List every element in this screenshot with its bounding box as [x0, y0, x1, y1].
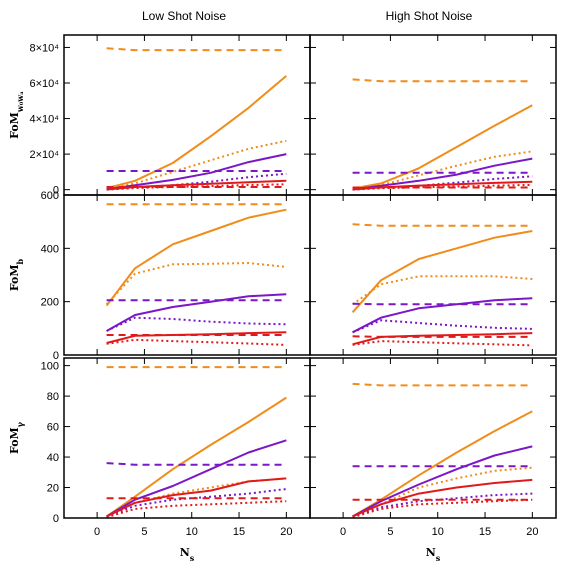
panel-r2-c1-series-5-dotted — [352, 492, 533, 518]
ylabel-subscript: γ — [15, 421, 25, 427]
panel-r0-c0-ytick-label: 8×10⁴ — [29, 42, 59, 54]
panel-r2-c0-xtick-label: 10 — [186, 526, 198, 538]
panel-r2-c0-ytick-label: 0 — [53, 513, 59, 525]
panel-r2-c1-xtick-label: 0 — [340, 526, 346, 538]
panel-r0-c0-series-7-solid — [106, 179, 287, 191]
panel-r0-c0-series-4-solid — [106, 153, 287, 191]
panel-r2-c0-xlabel: Ns — [180, 546, 195, 563]
panel-r1-c1-series-4-solid — [352, 297, 533, 334]
panel-r2-c1-xtick-label: 10 — [432, 526, 444, 538]
panel-r1-c0-series-8-dotted — [106, 338, 287, 346]
panel-r2-c1-xtick-label: 15 — [479, 526, 491, 538]
panel-r2-c0-xtick-label: 0 — [94, 526, 100, 538]
panel-r1-c0-ytick-label: 400 — [41, 243, 59, 255]
panel-r2-c0-series-7-solid — [106, 477, 287, 518]
ylabel-main: FoM — [8, 112, 21, 139]
panel-r1-c0-ytick-label: 600 — [41, 190, 59, 202]
panel-r1-c1-series-7-solid — [352, 332, 533, 346]
panel-r1-c1-series-8-dotted — [352, 340, 533, 347]
panel-r2-c1-series-0-dashed — [352, 382, 533, 387]
ylabel-row-2: FoMγ — [8, 421, 25, 454]
panel-r0-c0-ytick-label: 0 — [53, 185, 59, 197]
panel-r2-c1: 0 5 10 15 20 Ns — [309, 357, 557, 563]
panel-r0-c0-series-1-solid — [106, 75, 287, 190]
panel-r1-c1-series-0-dashed — [352, 223, 533, 227]
panel-r0-c0-ytick-label: 4×10⁴ — [29, 114, 59, 126]
panel-r1-c1-frame — [309, 194, 557, 356]
panel-r1-c0: 0 200 400 600 FoMb — [8, 190, 311, 362]
panel-r2-c1-xlabel: Ns — [426, 546, 441, 563]
panel-r2-c1-series-8-dotted — [352, 498, 533, 519]
panel-r0-c0-ytick-label: 2×10⁴ — [29, 149, 59, 161]
panel-r0-c0-series-8-dotted — [106, 183, 287, 191]
panel-r0-c1-series-8-dotted — [352, 183, 533, 191]
panel-r1-c0-series-4-solid — [106, 293, 287, 332]
xlabel-main: N — [426, 546, 436, 559]
panel-r2-c1-series-7-solid — [352, 478, 533, 518]
column-title-left: Low Shot Noise — [142, 9, 226, 23]
panel-r2-c1-series-1-solid — [352, 410, 533, 518]
panel-r1-c1-series-6-dashed — [352, 335, 533, 338]
column-title-right: High Shot Noise — [386, 9, 473, 23]
panel-r0-c0-series-5-dotted — [106, 172, 287, 191]
ylabel-subscript: w₀wₐ — [15, 91, 25, 113]
panel-r1-c0-frame — [63, 194, 311, 356]
panel-r2-c0-ytick-label: 60 — [47, 422, 59, 434]
panel-r2-c0-ytick-label: 20 — [47, 483, 59, 495]
panel-r1-c1-series-5-dotted — [352, 319, 533, 334]
panel-r2-c0-series-4-solid — [106, 439, 287, 518]
panel-r1-c1-series-3-dashed — [352, 302, 533, 306]
panel-r2-c1-series-4-solid — [352, 445, 533, 518]
panel-r2-c0-xtick-label: 15 — [233, 526, 245, 538]
panel-r2-c0-xtick-label: 5 — [141, 526, 147, 538]
ylabel-row-0: FoMw₀wₐ — [8, 91, 25, 139]
panel-r0-c0-ytick-label: 6×10⁴ — [29, 78, 59, 90]
ylabel-main: FoM — [8, 427, 21, 454]
panel-r1-c0-ytick-label: 0 — [53, 350, 59, 362]
panel-r0-c1-series-4-solid — [352, 157, 533, 191]
ylabel-row-1: FoMb — [8, 258, 25, 291]
panel-r2-c1-xtick-label: 20 — [526, 526, 538, 538]
panel-r0-c1-series-1-solid — [352, 104, 533, 190]
panel-r1-c0-series-7-solid — [106, 331, 287, 344]
panel-r2-c0-ytick-label: 100 — [41, 361, 59, 373]
panel-r2-c0-ytick-label: 40 — [47, 452, 59, 464]
panel-r2-c0-xtick-label: 20 — [280, 526, 292, 538]
panel-r2-c0-series-8-dotted — [106, 500, 287, 519]
ylabel-subscript: b — [15, 258, 25, 264]
panel-r0-c1-series-0-dashed — [352, 78, 533, 83]
panel-r2-c0-series-3-dashed — [106, 462, 287, 466]
panel-r2-c1-xtick-label: 5 — [387, 526, 393, 538]
panel-r0-c0: 0 2×10⁴ 4×10⁴ 6×10⁴ 8×10⁴ FoMw₀wₐ — [8, 34, 311, 197]
panel-r1-c1-series-1-solid — [351, 230, 533, 313]
panel-r1-c1-series-2-dotted — [352, 275, 533, 306]
panel-r2-c0-series-1-solid — [106, 396, 287, 518]
xlabel-subscript: s — [190, 553, 195, 563]
panel-r1-c0-ytick-label: 200 — [41, 297, 59, 309]
panels-layer: 02×10⁴4×10⁴6×10⁴8×10⁴FoMw₀wₐ0200400600Fo… — [8, 34, 557, 563]
panel-r0-c1-frame — [309, 34, 557, 196]
xlabel-main: N — [180, 546, 190, 559]
panel-r0-c0-series-0-dashed — [106, 47, 287, 52]
panel-r0-c1-series-7-solid — [352, 180, 533, 191]
panel-r1-c0-series-5-dotted — [106, 316, 287, 332]
panel-r2-c1-frame — [309, 357, 557, 519]
xlabel-subscript: s — [436, 553, 441, 563]
panel-r2-c0-series-5-dotted — [106, 488, 287, 518]
panel-r1-c0-series-1-solid — [105, 208, 287, 307]
ylabel-main: FoM — [8, 264, 21, 291]
panel-r0-c0-frame — [63, 34, 311, 196]
panel-r2-c0-ytick-label: 80 — [47, 391, 59, 403]
panel-r2-c0: 0 20 40 60 80 100 0 5 10 15 20 Ns FoMγ — [8, 357, 311, 563]
panel-r0-c1 — [309, 34, 557, 196]
panel-r1-c1 — [309, 194, 557, 356]
